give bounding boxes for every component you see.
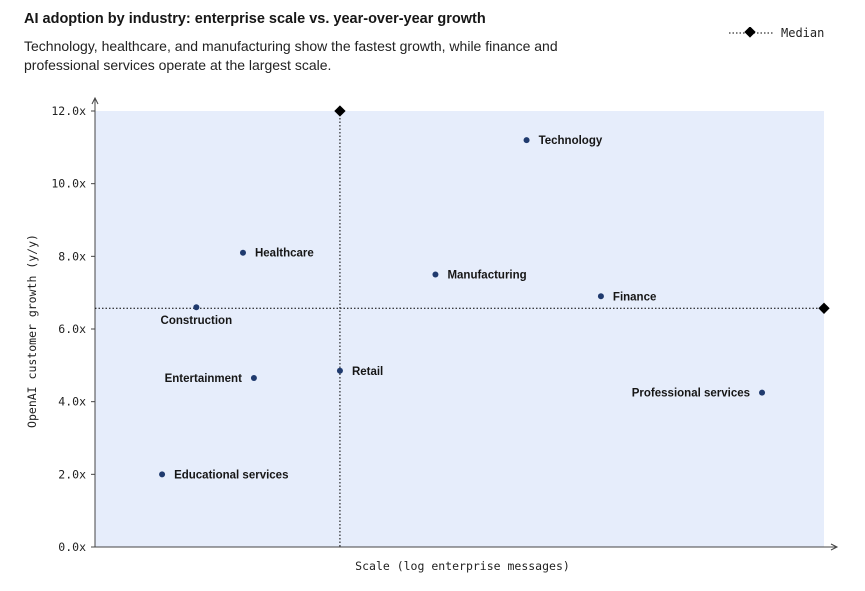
point-label-educational-services: Educational services [174,469,288,481]
y-axis-arrow [91,96,99,105]
point-label-professional-services: Professional services [632,388,750,400]
point-retail [336,367,343,374]
point-label-retail: Retail [352,366,383,378]
point-professional-services [759,389,766,396]
point-label-healthcare: Healthcare [255,248,314,260]
y-axis-title: OpenAI customer growth (y/y) [25,234,39,428]
point-entertainment [250,375,257,382]
y-tick-label: 10.0x [51,177,86,191]
point-label-construction: Construction [161,315,233,327]
y-tick-label: 0.0x [58,540,86,554]
point-label-finance: Finance [613,291,656,303]
x-axis-arrow [830,543,839,551]
point-finance [597,293,604,300]
point-label-manufacturing: Manufacturing [447,270,526,282]
chart-subtitle: Technology, healthcare, and manufacturin… [24,38,558,73]
y-tick-label: 8.0x [58,249,86,263]
y-tick-label: 12.0x [51,104,86,118]
median-y-marker [818,302,830,314]
legend-median-label: Median [781,26,825,40]
point-label-entertainment: Entertainment [165,373,242,385]
point-healthcare [239,249,246,256]
point-manufacturing [432,271,439,278]
point-technology [523,137,530,144]
legend: Median [729,24,824,42]
point-label-technology: Technology [539,135,603,147]
y-tick-label: 4.0x [58,395,86,409]
point-construction [193,304,200,311]
chart-title: AI adoption by industry: enterprise scal… [24,11,486,27]
plot-area [95,111,824,547]
legend-median-symbol [729,27,773,38]
y-tick-label: 6.0x [58,322,86,336]
point-educational-services [159,471,166,478]
x-axis-title: Scale (log enterprise messages) [355,559,570,573]
y-tick-label: 2.0x [58,467,86,481]
